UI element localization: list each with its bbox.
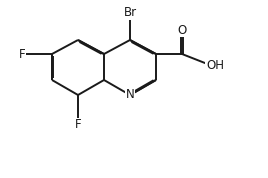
Text: Br: Br — [124, 7, 137, 20]
Text: O: O — [177, 23, 187, 36]
Text: F: F — [19, 48, 25, 61]
Text: F: F — [75, 119, 81, 132]
Text: OH: OH — [206, 59, 224, 72]
Text: N: N — [126, 88, 134, 101]
